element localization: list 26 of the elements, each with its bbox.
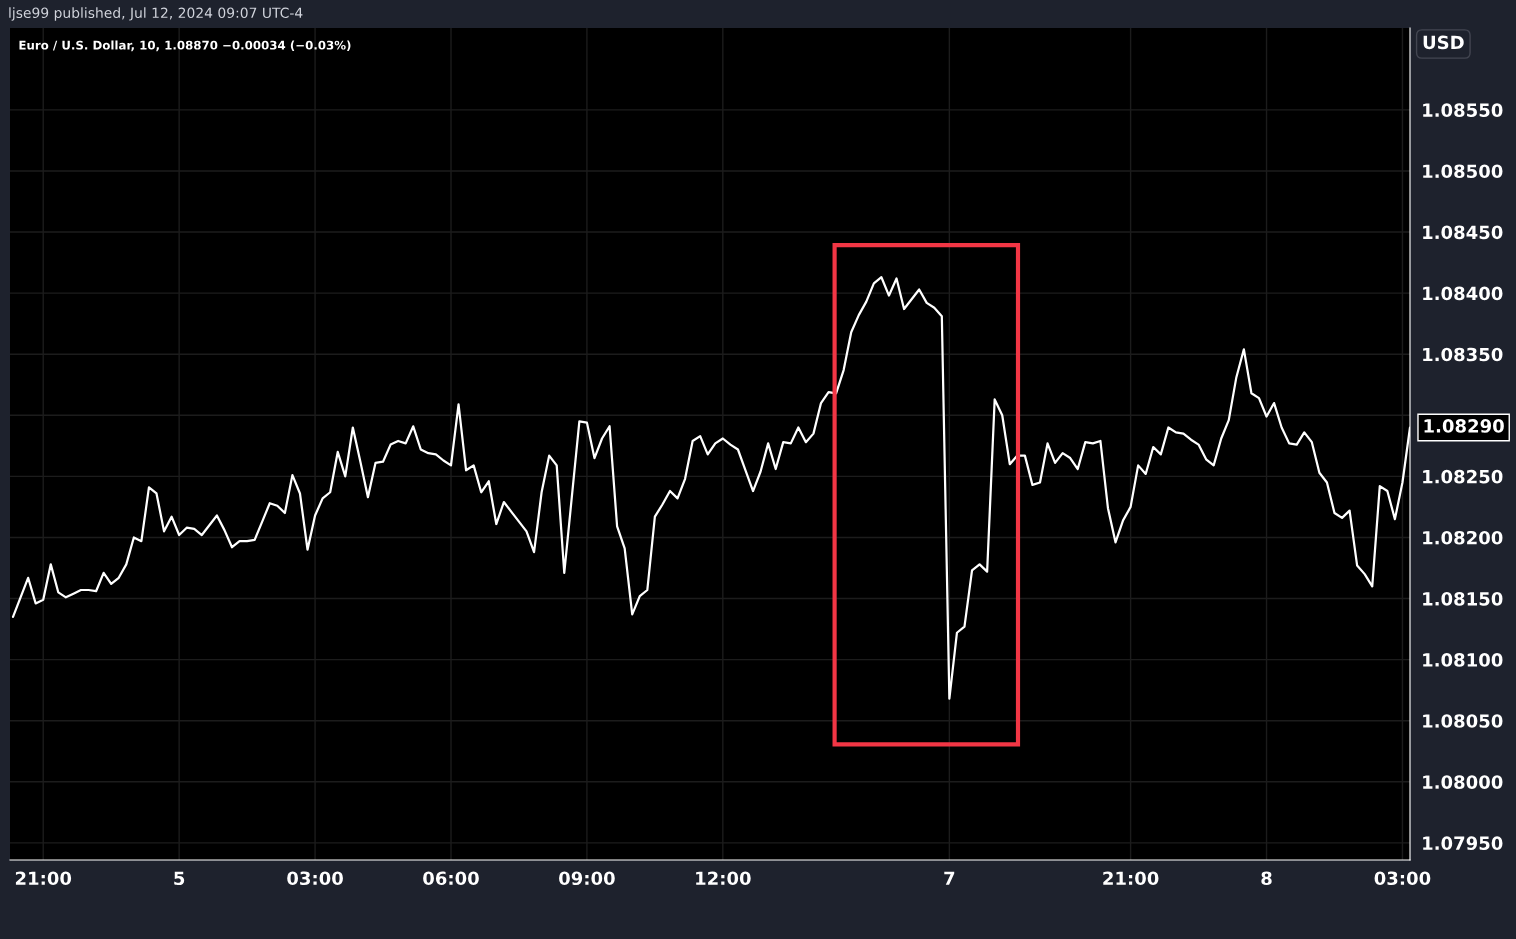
x-tick-label: 06:00	[423, 871, 479, 886]
chart-title: ljse99 published, Jul 12, 2024 09:07 UTC-4	[9, 7, 303, 21]
y-tick-label: 1.08250	[1423, 469, 1503, 484]
x-tick-label: 12:00	[696, 871, 751, 886]
text: Euro / U.S. Dollar, 10, 1.08870 −0.00034 (−0.03%)	[19, 40, 351, 52]
x-tick-label: 5	[174, 871, 185, 886]
y-axis-title: USD	[1423, 35, 1464, 50]
x-tick-label: 21:00	[1103, 871, 1159, 886]
y-tick-label: 1.08350	[1423, 347, 1503, 362]
y-tick-label: 1.08550	[1423, 103, 1503, 117]
y-tick-label: 1.08400	[1423, 286, 1503, 301]
y-tick-label: 1.07950	[1423, 836, 1503, 851]
x-tick-label: 03:00	[1374, 871, 1431, 886]
text: 1.08290	[1424, 419, 1504, 433]
x-tick-label: 8	[1261, 871, 1272, 886]
y-tick-label: 1.08100	[1423, 653, 1503, 667]
x-tick-label: 7	[944, 871, 955, 885]
y-tick-label: 1.08150	[1423, 592, 1503, 606]
x-tick-label: 09:00	[559, 871, 615, 886]
y-tick-label: 1.08200	[1423, 530, 1503, 545]
x-tick-label: 03:00	[287, 871, 343, 886]
y-tick-label: 1.08050	[1423, 714, 1503, 728]
y-tick-label: 1.08500	[1423, 164, 1503, 179]
x-tick-label: 21:00	[15, 871, 72, 886]
y-tick-label: 1.08450	[1423, 225, 1503, 240]
y-tick-label: 1.08000	[1423, 775, 1503, 789]
